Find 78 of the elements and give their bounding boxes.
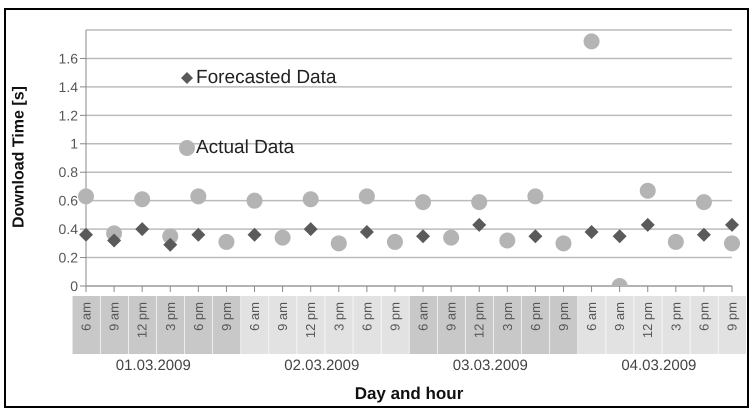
x-tick-label: 12 pm bbox=[134, 302, 150, 338]
x-tick-label: 9 am bbox=[275, 302, 290, 331]
x-tick-label: 9 pm bbox=[218, 302, 234, 331]
point bbox=[246, 192, 263, 209]
x-tick-label: 6 pm bbox=[696, 302, 712, 331]
point bbox=[725, 218, 739, 232]
point bbox=[302, 191, 319, 208]
point bbox=[78, 188, 94, 204]
point bbox=[696, 228, 711, 242]
point bbox=[330, 235, 347, 252]
point bbox=[584, 33, 600, 50]
x-tick-label: 12 pm bbox=[303, 302, 318, 338]
point bbox=[191, 228, 206, 242]
point bbox=[135, 222, 150, 236]
x-tick-label: 9 pm bbox=[387, 302, 402, 331]
x-tick-label: 6 am bbox=[247, 302, 262, 331]
point bbox=[640, 218, 655, 232]
y-tick-label: 0.6 bbox=[58, 192, 78, 209]
point bbox=[528, 229, 542, 244]
point bbox=[386, 234, 403, 250]
x-axis-title: Day and hour bbox=[354, 384, 464, 403]
y-tick-label: 0.4 bbox=[58, 221, 78, 238]
x-tick-label: 3 pm bbox=[331, 302, 346, 331]
point bbox=[134, 191, 150, 208]
point bbox=[358, 188, 375, 204]
point bbox=[584, 224, 599, 239]
text: 01.03.2009 bbox=[116, 357, 191, 374]
x-tick-label: 3 pm bbox=[500, 302, 515, 331]
x-tick-label: 6 pm bbox=[359, 302, 374, 331]
point bbox=[696, 194, 712, 210]
point bbox=[724, 235, 740, 252]
point bbox=[79, 228, 93, 242]
point bbox=[415, 194, 432, 210]
point bbox=[499, 232, 516, 248]
text: 03.03.2009 bbox=[452, 357, 528, 374]
x-tick-label: 3 pm bbox=[162, 302, 178, 331]
point bbox=[471, 194, 488, 210]
point bbox=[555, 235, 572, 252]
x-tick-label: 12 pm bbox=[472, 302, 487, 338]
x-tick-label: 9 pm bbox=[724, 302, 740, 331]
point bbox=[190, 188, 206, 204]
x-tick-label: 6 am bbox=[416, 302, 431, 331]
point bbox=[612, 229, 627, 244]
x-tick-label: 9 am bbox=[106, 302, 122, 331]
y-tick-label: 0.2 bbox=[58, 250, 78, 266]
point bbox=[274, 230, 291, 246]
y-tick-label: 1 bbox=[70, 136, 78, 152]
point bbox=[668, 234, 684, 250]
point bbox=[360, 224, 374, 239]
point bbox=[218, 234, 234, 250]
x-tick-label: 12 pm bbox=[640, 302, 656, 338]
point bbox=[527, 188, 544, 204]
point bbox=[107, 233, 122, 248]
point bbox=[163, 238, 178, 252]
point bbox=[304, 222, 318, 236]
text: 04.03.2009 bbox=[621, 357, 696, 374]
x-tick-label: 9 am bbox=[612, 302, 628, 331]
x-tick-label: 6 am bbox=[78, 302, 94, 331]
x-tick-label: 3 pm bbox=[668, 302, 684, 331]
x-tick-label: 6 pm bbox=[528, 302, 543, 331]
point bbox=[472, 218, 486, 232]
legend-label: Actual Data bbox=[196, 137, 294, 159]
y-tick-label: 0.8 bbox=[58, 164, 78, 180]
x-tick-label: 6 pm bbox=[190, 302, 206, 331]
text: 02.03.2009 bbox=[284, 357, 360, 374]
point bbox=[416, 229, 430, 244]
x-tick-label: 6 am bbox=[584, 302, 600, 331]
point bbox=[443, 230, 460, 246]
y-axis-title: Download Time [s] bbox=[10, 86, 28, 228]
point bbox=[640, 182, 656, 199]
y-tick-label: 1.4 bbox=[58, 78, 78, 95]
y-tick-label: 1.2 bbox=[58, 107, 78, 124]
x-tick-label: 9 am bbox=[444, 302, 459, 331]
x-tick-label: 9 pm bbox=[556, 302, 571, 331]
y-tick-label: 1.6 bbox=[58, 50, 78, 66]
point bbox=[248, 228, 262, 242]
y-tick-label: 0 bbox=[70, 278, 78, 294]
legend-label: Forecasted Data bbox=[196, 67, 336, 89]
